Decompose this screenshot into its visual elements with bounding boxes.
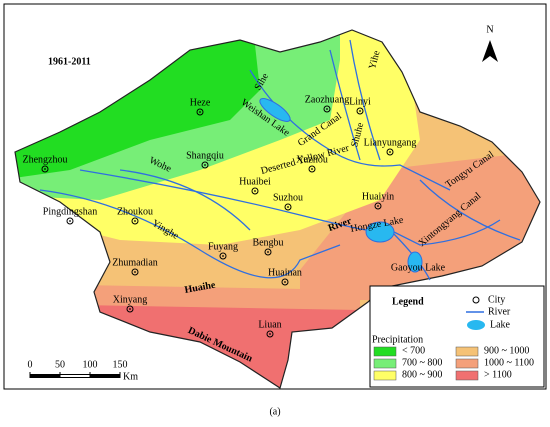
city-label: Zaozhuang [305,94,349,105]
city-dot [326,108,328,110]
legend-class-label: > 1100 [484,369,512,380]
legend-swatch [373,346,397,357]
scale-tick-label: 100 [83,359,98,370]
city-label: Liuan [258,319,281,330]
city-marker [131,217,139,225]
legend-swatch [455,370,479,381]
legend-swatch [455,358,479,369]
city-dot [69,220,71,222]
city-marker [264,248,272,256]
legend-box [369,285,545,388]
legend-class-label: 700 ~ 800 [402,357,442,368]
legend-class-label: 800 ~ 900 [402,369,442,380]
city-marker [196,108,204,116]
legend-city: City [488,294,505,305]
city-label: Zhumadian [112,257,158,268]
city-marker [356,107,364,115]
scale-tick-label: 0 [28,359,33,370]
city-marker [201,161,209,169]
feature-label: Gaoyou Lake [391,262,446,273]
legend-class-label: 900 ~ 1000 [484,345,529,356]
city-label: Fuyang [208,241,238,252]
scale-unit: Km [123,371,138,382]
city-dot [134,220,136,222]
city-dot [284,281,286,283]
city-dot [269,333,271,335]
city-label: Heze [190,97,211,108]
rivers [39,39,521,281]
city-label: Zhoukou [117,206,153,217]
legend-lake-swatch [467,320,485,330]
city-marker [308,165,316,173]
city-dot [199,111,201,113]
city-label: Xuzhou [296,154,328,165]
city-marker [219,252,227,260]
city-dot [267,251,269,253]
period: 1961-2011 [48,56,91,67]
legend-class-label: 1000 ~ 1100 [484,357,534,368]
city-marker [41,165,49,173]
city-dot [222,255,224,257]
legend-class-label: < 700 [402,345,425,356]
city-dot [254,190,256,192]
city-dot [389,151,391,153]
city-marker [281,278,289,286]
city-marker [251,187,259,195]
city-marker [284,203,292,211]
city-dot [134,271,136,273]
city-marker [66,217,74,225]
feature-label: Yihe [367,49,383,71]
city-dot [287,206,289,208]
lakes [259,98,423,273]
north-label: N [486,24,493,35]
city-dot [129,308,131,310]
city-label: Bengbu [252,237,283,248]
city-label: Huaibei [239,176,271,187]
city-marker [386,148,394,156]
city-label: Zhengzhou [23,154,68,165]
city-marker [126,305,134,313]
city-marker [131,268,139,276]
legend-swatch [373,358,397,369]
city-label: Shangqiu [186,150,224,161]
city-dot [377,205,379,207]
city-dot [359,110,361,112]
city-label: Xinyang [113,294,147,305]
legend-swatch [455,346,479,357]
city-label: Huaiyin [362,191,394,202]
legend-lake: Lake [490,319,511,330]
legend-river: River [488,306,511,317]
city-label: Linyi [349,96,371,107]
legend-title: Legend [392,296,424,307]
feature-label: Huaihe [184,280,217,296]
city-dot [311,168,313,170]
legend-swatch [373,370,397,381]
city-label: Huainan [268,267,302,278]
city-marker [374,202,382,210]
city-marker [266,330,274,338]
north-arrow [482,40,498,62]
scale-tick-label: 150 [113,359,128,370]
city-marker [323,105,331,113]
city-label: Lianyungang [364,137,417,148]
scale-tick-label: 50 [55,359,65,370]
city-dot [204,164,206,166]
city-label: Pingdingshan [43,206,97,217]
legend-city-marker [472,296,480,304]
scale-bar-segment [60,375,90,377]
city-label: Suzhou [273,192,303,203]
legend-precipitation: Precipitation [372,334,423,345]
caption: (a) [269,406,280,417]
city-dot [44,168,46,170]
